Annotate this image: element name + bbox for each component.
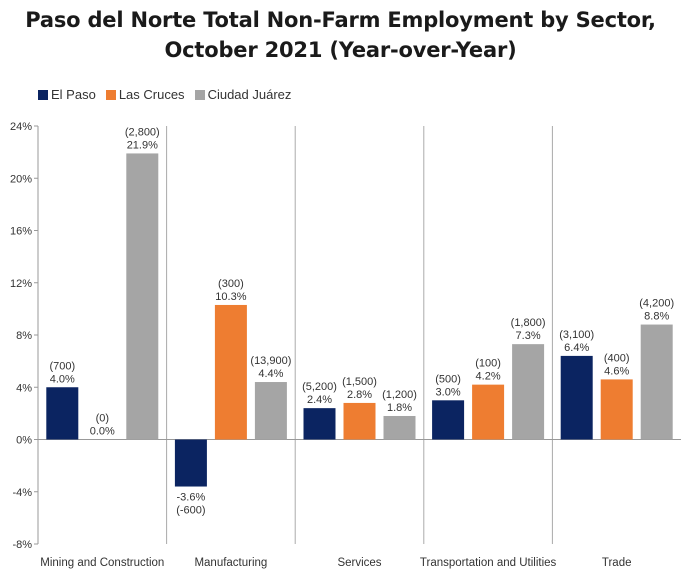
data-label-pct-ciudad-juarez: 7.3% [516, 330, 541, 342]
data-label-count-el-paso: (3,100) [559, 329, 594, 341]
bar-las-cruces [600, 379, 633, 440]
bar-el-paso [560, 355, 593, 440]
data-label-pct-el-paso: 4.0% [50, 373, 75, 385]
data-label-count-ciudad-juarez: (2,800) [125, 126, 160, 138]
y-tick-label: 4% [16, 382, 32, 394]
y-tick-label: 20% [10, 173, 32, 185]
data-label-count-ciudad-juarez: (13,900) [250, 355, 291, 367]
bar-el-paso [46, 387, 79, 440]
data-label-count-el-paso: (-600) [176, 505, 205, 517]
data-label-count-ciudad-juarez: (1,200) [382, 389, 417, 401]
data-label-count-ciudad-juarez: (1,800) [511, 317, 546, 329]
y-tick-label: 24% [10, 121, 32, 133]
bar-ciudad-juarez [512, 344, 545, 440]
bar-el-paso [432, 400, 465, 440]
chart-title-line-1: Paso del Norte Total Non-Farm Employment… [25, 8, 656, 32]
data-label-pct-el-paso: -3.6% [177, 492, 206, 504]
data-label-pct-las-cruces: 2.8% [347, 389, 372, 401]
data-label-pct-las-cruces: 10.3% [215, 291, 246, 303]
data-label-pct-el-paso: 3.0% [436, 386, 461, 398]
data-label-count-el-paso: (700) [49, 360, 75, 372]
legend-label-las-cruces: Las Cruces [118, 87, 185, 102]
legend-label-el-paso: El Paso [51, 87, 96, 102]
x-category-label: Transportation and Utilities [420, 557, 557, 569]
legend-swatch-ciudad-juarez [194, 89, 205, 100]
legend-label-ciudad-juarez: Ciudad Juárez [207, 87, 292, 102]
data-label-count-las-cruces: (300) [218, 278, 244, 290]
data-label-pct-ciudad-juarez: 1.8% [387, 402, 412, 414]
y-tick-label: -8% [12, 539, 32, 551]
x-category-label: Trade [602, 557, 632, 569]
bar-el-paso [174, 439, 207, 487]
bar-ciudad-juarez [254, 382, 287, 440]
legend-item-ciudad-juarez: Ciudad Juárez [194, 87, 292, 102]
legend-swatch-las-cruces [105, 89, 116, 100]
legend-item-las-cruces: Las Cruces [105, 87, 185, 102]
bar-ciudad-juarez [126, 153, 159, 440]
y-tick-label: 12% [10, 278, 32, 290]
data-label-pct-las-cruces: 4.2% [476, 371, 501, 383]
bar-el-paso [303, 408, 336, 440]
bar-las-cruces [214, 304, 247, 440]
data-label-pct-el-paso: 6.4% [564, 342, 589, 354]
data-label-pct-las-cruces: 4.6% [604, 365, 629, 377]
data-label-count-ciudad-juarez: (4,200) [639, 298, 674, 310]
data-label-count-las-cruces: (0) [96, 413, 109, 425]
data-label-count-las-cruces: (400) [604, 352, 630, 364]
x-category-label: Services [337, 557, 381, 569]
data-label-count-el-paso: (5,200) [302, 381, 337, 393]
legend-swatch-el-paso [38, 89, 48, 100]
bar-las-cruces [472, 384, 505, 440]
data-label-pct-las-cruces: 0.0% [90, 426, 115, 438]
bar-las-cruces [343, 402, 376, 440]
y-tick-label: -4% [12, 487, 32, 499]
y-tick-label: 0% [16, 435, 32, 447]
x-category-label: Mining and Construction [40, 557, 164, 569]
bar-ciudad-juarez [383, 415, 416, 440]
data-label-pct-ciudad-juarez: 8.8% [644, 311, 669, 323]
bar-ciudad-juarez [640, 324, 673, 440]
y-tick-label: 16% [10, 226, 32, 238]
x-category-label: Manufacturing [194, 557, 267, 569]
data-label-pct-ciudad-juarez: 4.4% [258, 368, 283, 380]
legend-item-el-paso: El Paso [38, 87, 96, 102]
data-label-count-las-cruces: (100) [475, 358, 501, 370]
data-label-pct-ciudad-juarez: 21.9% [127, 139, 158, 151]
data-label-pct-el-paso: 2.4% [307, 394, 332, 406]
chart-title-line-2: October 2021 (Year-over-Year) [164, 38, 517, 62]
data-label-count-el-paso: (500) [435, 373, 461, 385]
chart-legend: El Paso Las Cruces Ciudad Juárez [38, 87, 301, 102]
data-label-count-las-cruces: (1,500) [342, 376, 377, 388]
y-tick-label: 8% [16, 330, 32, 342]
